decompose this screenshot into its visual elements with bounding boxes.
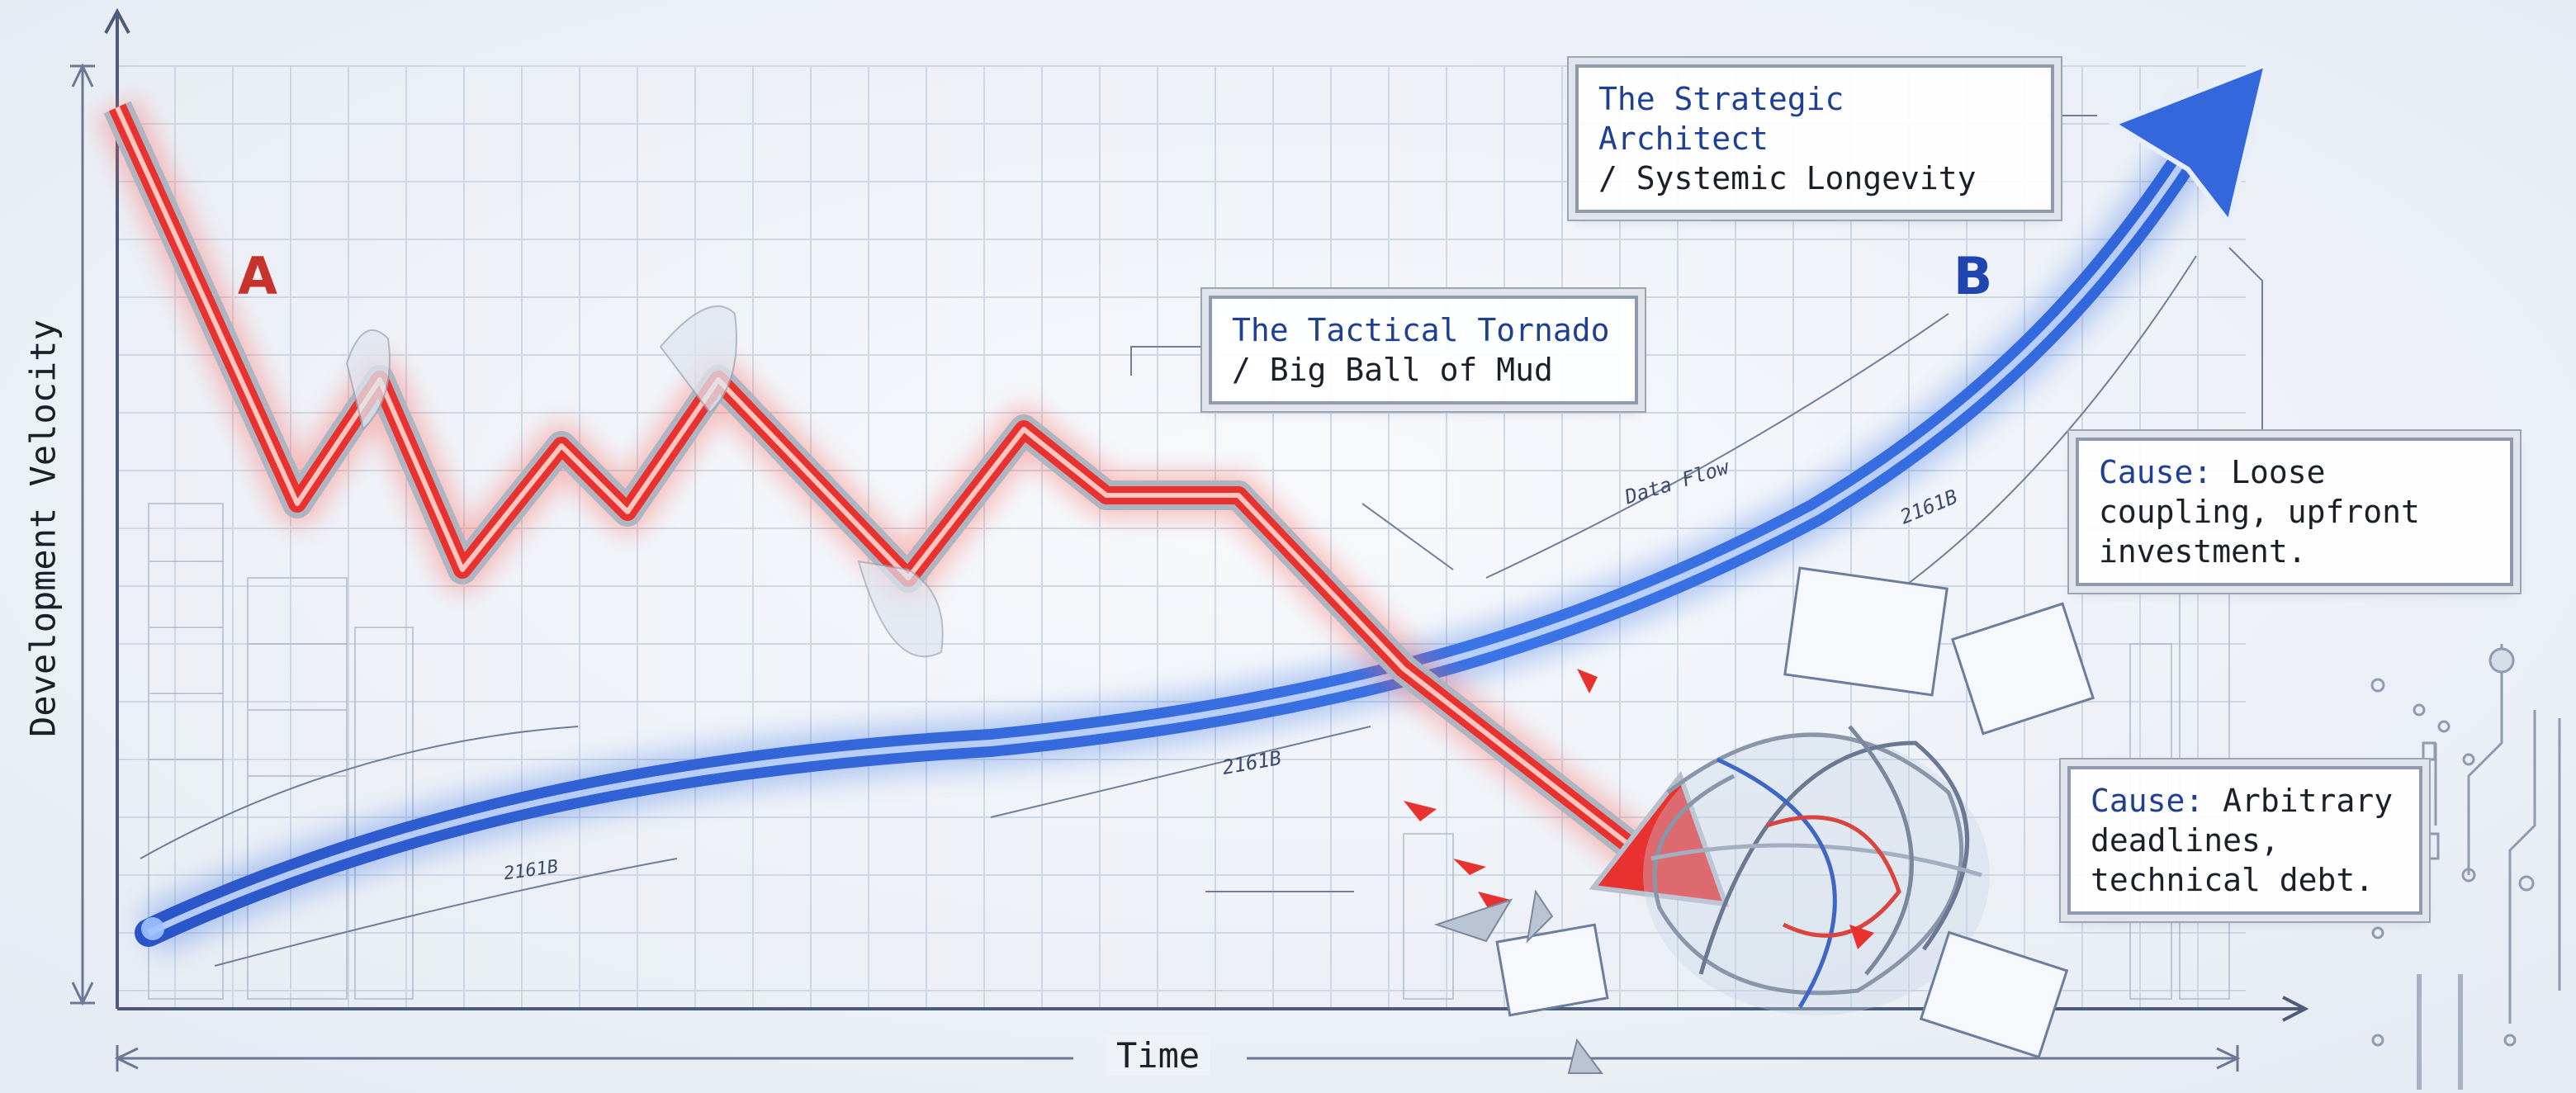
debris-shards	[1404, 669, 1874, 949]
tactical-subtitle: / Big Ball of Mud	[1232, 352, 1553, 388]
cause-loose-label: Cause:	[2099, 454, 2213, 490]
cause-arbitrary-text: Arbitrary deadlines, technical debt.	[2091, 783, 2394, 898]
glass-shards	[1433, 889, 1603, 1074]
strategic-arrowhead-icon	[2108, 60, 2271, 229]
marker-a: A	[238, 246, 277, 306]
strategic-architect-callout: The Strategic Architect / Systemic Longe…	[1575, 64, 2054, 213]
x-dimension-line	[114, 1045, 2241, 1072]
y-axis-label: Development Velocity	[22, 319, 64, 737]
y-dimension-line	[70, 63, 95, 1006]
annotation-lines	[140, 115, 2263, 967]
circuit-trace-icon	[2370, 644, 2561, 1090]
x-axis-label: Time	[1106, 1035, 1210, 1076]
document-fragments	[1495, 566, 2095, 1059]
cause-arbitrary-label: Cause:	[2091, 783, 2204, 819]
cause-loose-text: Loose coupling, upfront investment.	[2099, 454, 2420, 570]
strategic-subtitle: / Systemic Longevity	[1598, 160, 1977, 196]
tactical-title: The Tactical Tornado	[1232, 312, 1610, 348]
y-axis	[104, 7, 130, 1009]
cause-arbitrary-deadlines-callout: Cause: Arbitrary deadlines, technical de…	[2067, 766, 2422, 915]
strategic-title: The Strategic Architect	[1598, 81, 1844, 157]
tactical-arrowhead-icon	[1589, 770, 1730, 907]
tactical-tornado-line	[96, 97, 1730, 907]
strategic-architect-line	[135, 60, 2271, 956]
marker-b: B	[1953, 246, 1993, 306]
tactical-tornado-callout: The Tactical Tornado / Big Ball of Mud	[1209, 296, 1638, 405]
tangled-wire-ball-icon	[1643, 725, 1990, 1015]
cause-loose-coupling-callout: Cause: Loose coupling, upfront investmen…	[2076, 438, 2513, 586]
